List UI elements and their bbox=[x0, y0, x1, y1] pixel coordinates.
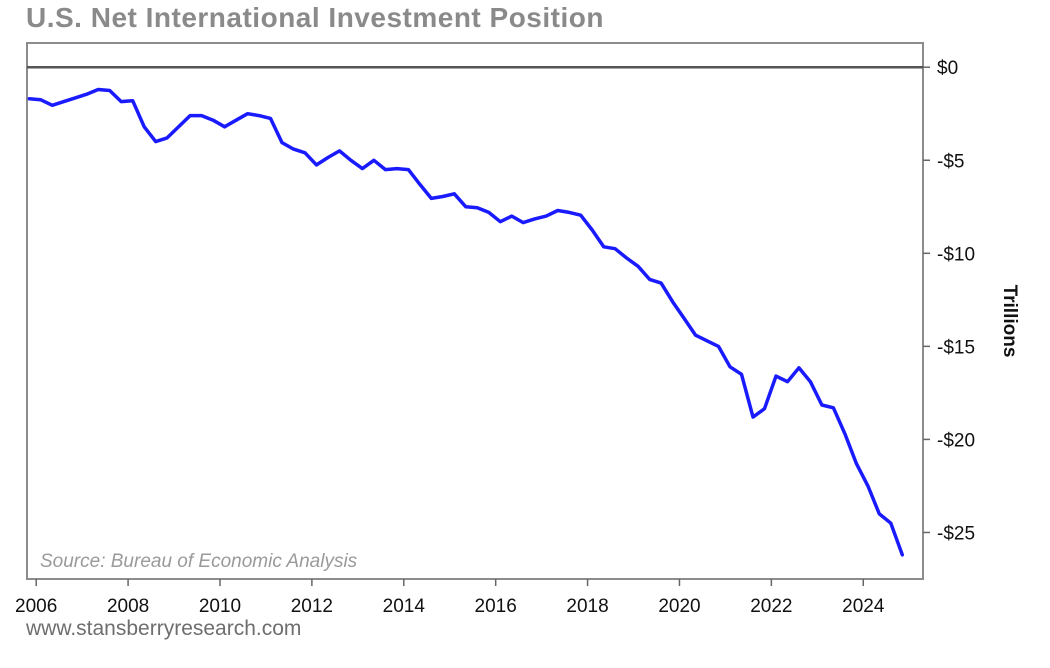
x-tick-label: 2016 bbox=[475, 596, 517, 617]
y-tick-label: $0 bbox=[937, 58, 958, 79]
series-group bbox=[27, 87, 905, 557]
plot-frame bbox=[26, 42, 924, 580]
x-tick-label: 2008 bbox=[107, 596, 149, 617]
y-tick-label: -$10 bbox=[937, 244, 975, 265]
x-tick-label: 2024 bbox=[842, 596, 885, 617]
source-note: Source: Bureau of Economic Analysis bbox=[40, 551, 358, 572]
x-axis-ticks: 2006 2008 2010 2012 2014 2016 2018 2020 2022 2024 bbox=[15, 579, 885, 617]
x-tick-label: 2010 bbox=[199, 596, 241, 617]
x-tick-label: 2014 bbox=[383, 596, 426, 617]
y-tick-label: -$5 bbox=[937, 151, 964, 172]
x-tick-label: 2020 bbox=[658, 596, 700, 617]
y-tick-label: -$15 bbox=[937, 337, 975, 358]
y-tick-label: -$20 bbox=[937, 430, 975, 451]
x-tick-label: 2022 bbox=[750, 596, 792, 617]
x-tick-label: 2006 bbox=[15, 596, 57, 617]
y-axis-title: Trillions bbox=[999, 285, 1020, 358]
y-axis-ticks: $0 -$5 -$10 -$15 -$20 -$25 bbox=[923, 58, 975, 544]
x-tick-label: 2018 bbox=[566, 596, 608, 617]
footer-url: www.stansberryresearch.com bbox=[26, 617, 302, 640]
series-line bbox=[27, 87, 905, 557]
y-tick-label: -$25 bbox=[937, 523, 975, 544]
chart-title: U.S. Net International Investment Positi… bbox=[26, 2, 604, 33]
x-tick-label: 2012 bbox=[291, 596, 333, 617]
